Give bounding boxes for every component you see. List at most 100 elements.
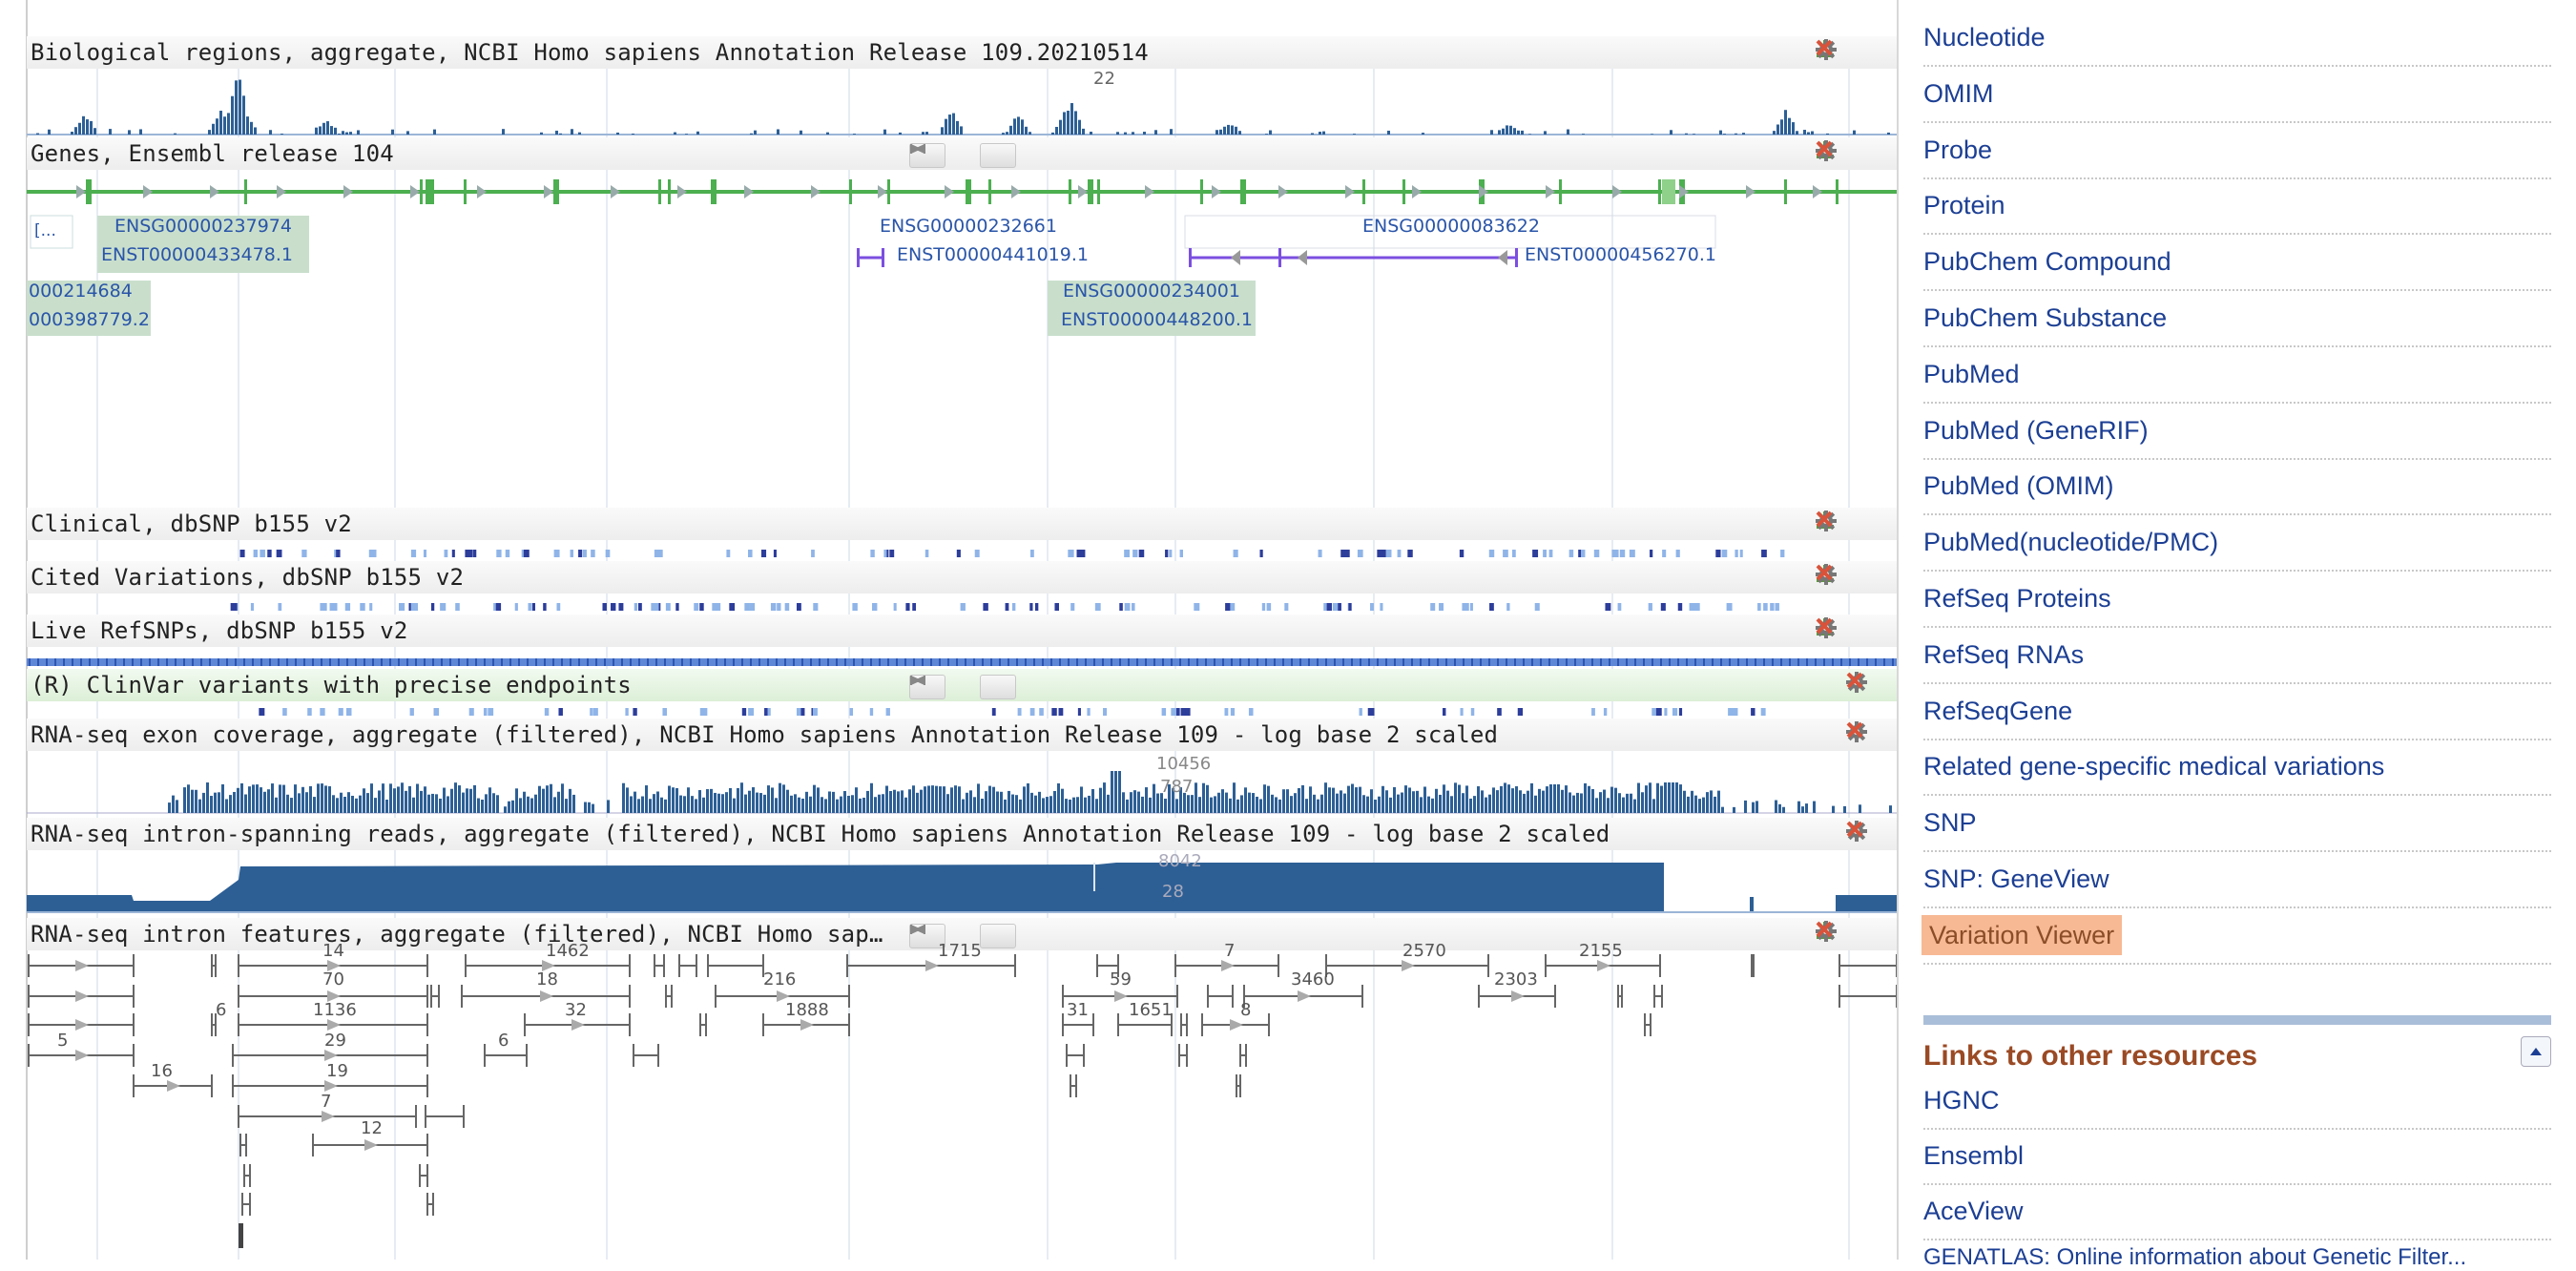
variant-tick xyxy=(990,658,992,666)
variant-tick xyxy=(514,603,518,611)
variant-tick xyxy=(1514,658,1516,666)
variant-tick xyxy=(1248,658,1250,666)
coverage-bar xyxy=(1889,805,1892,813)
gene-label[interactable]: ENSG00000083622 xyxy=(1362,216,1540,237)
sidebar-link-pubchem-substance[interactable]: PubChem Substance xyxy=(1923,290,2551,347)
gear-icon[interactable] xyxy=(1816,510,1868,535)
histogram-bar xyxy=(1170,129,1173,135)
panel-divider[interactable] xyxy=(1897,0,1899,1260)
coverage-bar xyxy=(313,797,316,813)
gear-icon[interactable] xyxy=(1816,39,1868,64)
gear-icon[interactable] xyxy=(1816,617,1868,642)
coverage-bar xyxy=(645,785,648,813)
gear-icon[interactable] xyxy=(1816,564,1868,589)
coverage-bar xyxy=(1702,797,1705,813)
gear-icon[interactable] xyxy=(1816,921,1868,946)
histogram-bar xyxy=(899,132,902,135)
sidebar-link-pubchem-compound[interactable]: PubChem Compound xyxy=(1923,234,2551,292)
left-stub-label[interactable]: [... xyxy=(34,221,56,240)
close-icon[interactable] xyxy=(1816,510,1899,535)
coverage-bar xyxy=(1160,793,1163,813)
coverage-bar xyxy=(1622,797,1625,813)
close-icon[interactable] xyxy=(1846,672,1899,697)
sidebar-link-probe[interactable]: Probe xyxy=(1923,122,2551,179)
next-feature-button[interactable] xyxy=(911,924,1016,948)
variant-tick xyxy=(784,658,786,666)
coverage-bar xyxy=(1278,799,1281,813)
sidebar-link-refseq-proteins[interactable]: RefSeq Proteins xyxy=(1923,571,2551,628)
close-icon[interactable] xyxy=(1846,721,1899,746)
histogram-bar xyxy=(319,126,322,135)
intron-count-label: 14 xyxy=(322,941,344,961)
histogram-bar xyxy=(1506,125,1508,135)
exon-block xyxy=(553,179,559,204)
close-icon[interactable] xyxy=(1816,564,1899,589)
variant-tick xyxy=(1385,550,1392,557)
sidebar-link-refseq-rnas[interactable]: RefSeq RNAs xyxy=(1923,627,2551,684)
coverage-bar xyxy=(1813,801,1816,813)
sidebar-link-snp[interactable]: SNP xyxy=(1923,795,2551,853)
transcript-label[interactable]: 000398779.2 xyxy=(29,309,150,330)
histogram-bar xyxy=(433,129,436,135)
sidebar-link-protein[interactable]: Protein xyxy=(1923,177,2551,236)
sidebar-link-refseqgene[interactable]: RefSeqGene xyxy=(1923,683,2551,740)
coverage-bar xyxy=(924,786,926,813)
resource-link-hgnc[interactable]: HGNC xyxy=(1923,1073,2551,1130)
close-icon[interactable] xyxy=(1816,617,1899,642)
coverage-bar xyxy=(622,782,625,813)
sidebar-link-omim[interactable]: OMIM xyxy=(1923,66,2551,123)
gear-icon[interactable] xyxy=(1816,140,1868,165)
next-feature-button[interactable] xyxy=(911,675,1016,699)
gene-label[interactable]: ENSG00000237974 xyxy=(114,216,292,237)
coverage-bar xyxy=(515,788,518,813)
next-icon xyxy=(911,925,925,934)
variant-tick xyxy=(1591,708,1595,716)
transcript-label[interactable]: ENST00000448200.1 xyxy=(1061,309,1253,330)
coverage-bar xyxy=(592,803,594,813)
gene-label[interactable]: ENSG00000232661 xyxy=(880,216,1057,237)
strand-arrow xyxy=(324,1050,338,1061)
close-icon[interactable] xyxy=(1846,821,1899,845)
variant-tick xyxy=(1677,658,1679,666)
graphical-sequence-viewer[interactable]: Biological regions, aggregate, NCBI Homo… xyxy=(0,0,1899,1260)
sidebar-link-pubmed[interactable]: PubMed xyxy=(1923,346,2551,404)
variant-tick xyxy=(604,658,606,666)
sidebar-link-nucleotide[interactable]: Nucleotide xyxy=(1923,10,2551,67)
variant-tick xyxy=(1543,550,1547,557)
resource-link-aceview[interactable]: AceView xyxy=(1923,1183,2551,1240)
variant-tick xyxy=(1051,708,1057,716)
strand-arrow xyxy=(1078,185,1088,198)
variant-tick xyxy=(1016,658,1018,666)
transcript-label[interactable]: ENST00000433478.1 xyxy=(101,244,293,265)
next-feature-button[interactable] xyxy=(911,143,1016,168)
close-icon[interactable] xyxy=(1816,921,1899,946)
variant-tick xyxy=(1780,658,1782,666)
variant-tick xyxy=(991,708,996,716)
sidebar-link-pubmed-nucleotide-pmc[interactable]: PubMed(nucleotide/PMC) xyxy=(1923,514,2551,573)
close-icon[interactable] xyxy=(1816,140,1899,165)
coverage-bar xyxy=(771,787,774,813)
resource-link-ensembl[interactable]: Ensembl xyxy=(1923,1128,2551,1185)
close-icon[interactable] xyxy=(1816,39,1899,64)
sidebar-link-pubmed-omim[interactable]: PubMed (OMIM) xyxy=(1923,458,2551,516)
histogram-bar xyxy=(1090,132,1092,135)
variant-tick xyxy=(410,550,417,557)
strand-arrow xyxy=(343,185,353,198)
intron-count-label: 16 xyxy=(151,1061,173,1081)
genatlas-link[interactable]: GENATLAS: Online information about Genet… xyxy=(1923,1244,2467,1270)
coverage-bar xyxy=(1336,793,1339,813)
transcript-label[interactable]: ENST00000441019.1 xyxy=(897,244,1089,265)
sidebar-link-snp-geneview[interactable]: SNP: GeneView xyxy=(1923,851,2551,908)
sidebar-link-variation-viewer[interactable]: Variation Viewer xyxy=(1922,907,2551,965)
sidebar-link-pubmed-generif[interactable]: PubMed (GeneRIF) xyxy=(1923,403,2551,460)
gene-label[interactable]: ENSG00000234001 xyxy=(1063,281,1240,302)
collapse-button[interactable] xyxy=(2521,1036,2551,1067)
gene-label[interactable]: 000214684 xyxy=(29,281,133,302)
coverage-bar xyxy=(1752,802,1755,813)
variant-tick xyxy=(518,658,520,666)
coverage-bar xyxy=(1477,786,1480,813)
sidebar-link-related-gene-specific-medical-variations[interactable]: Related gene-specific medical variations xyxy=(1923,739,2551,797)
variant-tick xyxy=(595,658,597,666)
transcript-label[interactable]: ENST00000456270.1 xyxy=(1525,244,1716,265)
variant-tick xyxy=(552,658,554,666)
